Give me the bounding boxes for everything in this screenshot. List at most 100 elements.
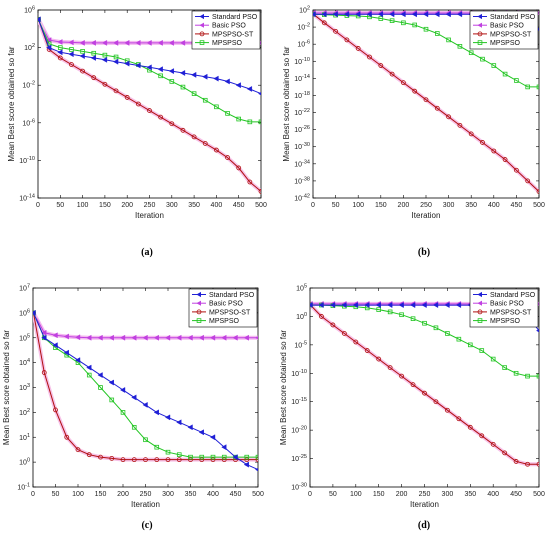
data-point-mpspso_st	[244, 457, 250, 463]
data-point-basic_pso	[176, 334, 182, 341]
y-tick-label: 10-25	[291, 454, 307, 463]
data-point-basic_pso	[209, 334, 216, 341]
data-point-standard_pso	[444, 302, 450, 308]
data-point-standard_pso	[389, 11, 395, 18]
series-line-mpspso_st	[33, 312, 258, 461]
data-point-mpspso_st	[502, 450, 508, 456]
panel-caption: (c)	[141, 520, 152, 531]
data-point-mpspso	[502, 365, 507, 370]
data-point-mpspso_st	[210, 457, 216, 463]
data-point-basic_pso	[187, 334, 193, 341]
data-point-mpspso_st	[221, 457, 227, 463]
y-tick-label: 10-6	[297, 40, 310, 49]
data-point-mpspso	[410, 316, 416, 322]
data-point-standard_pso	[352, 302, 358, 308]
data-point-standard_pso	[422, 11, 429, 18]
y-tick-label: 106	[24, 6, 35, 15]
data-point-mpspso_st	[400, 80, 406, 86]
data-point-mpspso	[422, 320, 427, 326]
y-tick-label: 102	[299, 6, 310, 15]
data-point-mpspso_st	[176, 457, 182, 463]
x-tick-label: 100	[352, 202, 364, 209]
data-point-mpspso_st	[113, 88, 119, 94]
data-point-basic_pso	[52, 332, 58, 339]
data-point-basic_pso	[131, 334, 137, 341]
legend-marker-mpspso	[196, 318, 202, 323]
series-line-mpspso	[33, 312, 258, 458]
data-point-mpspso	[154, 444, 160, 450]
data-point-mpspso	[376, 307, 381, 312]
data-point-mpspso_st	[536, 189, 539, 194]
data-point-basic_pso	[108, 334, 114, 341]
data-point-standard_pso	[232, 454, 238, 461]
data-point-standard_pso	[79, 53, 85, 60]
data-point-mpspso_st	[423, 97, 429, 103]
data-point-standard_pso	[131, 394, 137, 401]
x-tick-label: 500	[252, 491, 264, 498]
data-point-standard_pso	[313, 11, 316, 18]
data-point-mpspso_st	[158, 114, 164, 120]
data-point-mpspso_st	[120, 457, 126, 463]
data-point-mpspso	[113, 54, 119, 60]
x-tick-label: 500	[533, 202, 545, 209]
legend-marker-basic_pso	[196, 300, 201, 306]
data-point-mpspso	[491, 63, 497, 68]
x-axis-label: Iteration	[410, 500, 439, 509]
data-point-mpspso_st	[536, 461, 539, 467]
legend-entry-standard_pso: Standard PSO	[490, 14, 536, 21]
data-point-standard_pso	[63, 349, 69, 356]
data-point-standard_pso	[119, 387, 126, 393]
x-tick-label: 250	[420, 202, 432, 209]
x-tick-label: 150	[373, 491, 385, 498]
legend-entry-mpspso_st: MPSPSO-ST	[490, 31, 532, 38]
panel-caption: (b)	[418, 247, 430, 258]
x-tick-label: 100	[350, 491, 362, 498]
data-point-mpspso	[468, 50, 474, 56]
data-point-mpspso	[102, 52, 108, 58]
legend-marker-standard_pso	[477, 13, 482, 20]
data-point-mpspso_st	[75, 447, 81, 453]
legend-entry-standard_pso: Standard PSO	[209, 292, 255, 299]
chart-panel-b: 0 50 100 150 200 250 300 350 400 450 500 102 10-2 10-…	[282, 6, 545, 259]
data-point-basic_pso	[153, 334, 159, 341]
data-point-basic_pso	[41, 329, 47, 336]
data-point-basic_pso	[57, 39, 63, 45]
x-tick-label: 500	[533, 491, 545, 498]
x-tick-label: 0	[36, 202, 40, 209]
x-tick-label: 450	[230, 491, 242, 498]
data-point-standard_pso	[445, 11, 451, 18]
data-point-mpspso_st	[124, 95, 130, 100]
y-tick-label: 10-30	[291, 483, 307, 492]
data-point-basic_pso	[164, 334, 171, 341]
y-tick-label: 10-2	[297, 23, 310, 32]
data-point-basic_pso	[124, 39, 130, 46]
y-tick-label: 10-20	[291, 426, 307, 435]
data-point-mpspso_st	[147, 108, 152, 113]
data-point-standard_pso	[410, 302, 416, 308]
series-line-mpspso	[38, 19, 261, 123]
y-tick-label: 10-6	[22, 118, 35, 127]
data-point-mpspso_st	[255, 457, 258, 463]
data-point-standard_pso	[332, 11, 338, 18]
data-point-standard_pso	[329, 302, 336, 308]
data-point-mpspso_st	[364, 348, 370, 353]
x-tick-label: 250	[140, 491, 152, 498]
series-line-mpspso_st	[38, 19, 261, 192]
legend-marker-basic_pso	[477, 22, 482, 28]
data-point-mpspso_st	[333, 28, 339, 34]
data-point-mpspso	[86, 372, 92, 378]
x-tick-label: 100	[72, 491, 84, 498]
legend-entry-standard_pso: Standard PSO	[212, 14, 258, 21]
data-point-mpspso_st	[479, 433, 485, 439]
data-point-mpspso	[158, 73, 163, 79]
data-point-mpspso	[401, 20, 406, 26]
x-tick-label: 200	[396, 491, 408, 498]
x-tick-label: 0	[311, 202, 315, 209]
data-point-standard_pso	[191, 71, 197, 78]
y-tick-label: 100	[19, 458, 30, 467]
data-point-mpspso	[244, 454, 250, 460]
x-tick-label: 300	[443, 202, 455, 209]
data-point-mpspso	[258, 119, 261, 125]
